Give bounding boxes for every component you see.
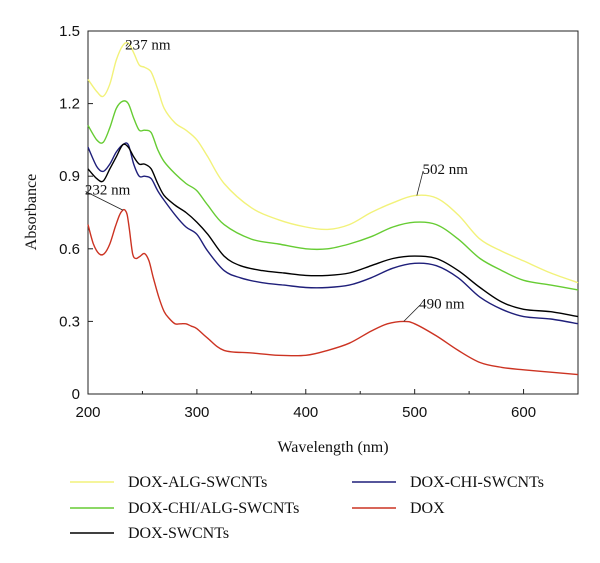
series-line-dox-chi-swcnts: [87, 142, 579, 325]
y-tick-label: 0.3: [59, 313, 80, 330]
legend-label: DOX-CHI/ALG-SWCNTs: [128, 500, 299, 517]
legend-label: DOX: [410, 500, 445, 517]
axes-layer: Wavelength (nm) Absorbance 200 300 400 500 6…: [23, 23, 536, 456]
x-tick-label: 200: [75, 404, 100, 421]
y-tick-label: 1.5: [59, 23, 80, 40]
y-tick-label: 0.6: [59, 241, 80, 258]
y-tick-label: 0: [72, 386, 80, 403]
x-tick-label: 300: [184, 404, 209, 421]
series-line-dox-swcnts: [87, 143, 579, 318]
annotation-label: 232 nm: [85, 183, 131, 199]
legend-label: DOX-SWCNTs: [128, 525, 229, 542]
annotation-layer: 237 nm 232 nm 502 nm 490 nm: [85, 37, 468, 322]
x-tick-label: 400: [293, 404, 318, 421]
x-axis-title: Wavelength (nm): [277, 439, 388, 456]
x-tick-label: 600: [511, 404, 536, 421]
series-line-dox-alg-swcnts: [87, 41, 579, 284]
y-tick-label: 1.2: [59, 96, 80, 113]
legend-label: DOX-CHI-SWCNTs: [410, 474, 544, 491]
y-tick-label: 0.9: [59, 168, 80, 185]
annotation-leader: [403, 304, 421, 322]
series-line-dox: [87, 208, 579, 376]
plot-area: [87, 30, 579, 395]
annotation-leader: [416, 170, 424, 196]
y-axis-title: Absorbance: [23, 174, 40, 250]
annotation-label: 502 nm: [422, 162, 468, 178]
x-tick-label: 500: [402, 404, 427, 421]
annotation-label: 237 nm: [125, 37, 171, 53]
legend: DOX-ALG-SWCNTs DOX-CHI-SWCNTs DOX-CHI/ALG-…: [70, 474, 544, 542]
annotation-label: 490 nm: [419, 296, 465, 312]
series-layer: [87, 41, 579, 376]
legend-label: DOX-ALG-SWCNTs: [128, 474, 267, 491]
annotation-leader: [125, 42, 129, 47]
series-line-dox-chi-alg-swcnts: [87, 100, 579, 291]
plot-frame: [87, 30, 579, 395]
annotation-leader: [85, 191, 124, 211]
